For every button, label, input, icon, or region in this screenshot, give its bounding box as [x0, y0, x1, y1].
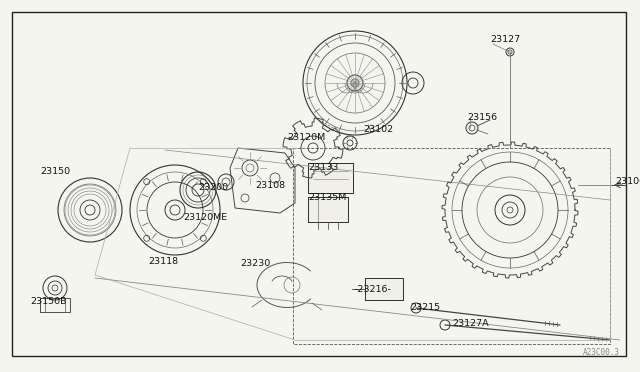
Text: 23200: 23200: [198, 183, 228, 192]
Bar: [308, 163, 353, 193]
Text: 23150B: 23150B: [30, 298, 67, 307]
Text: 23230: 23230: [240, 259, 270, 267]
Text: -23216-: -23216-: [355, 285, 392, 295]
Text: 23156: 23156: [467, 113, 497, 122]
Text: 23215: 23215: [410, 302, 440, 311]
Bar: [308, 197, 348, 222]
Text: 23127A: 23127A: [452, 320, 488, 328]
Bar: [293, 148, 610, 344]
Bar: [365, 278, 403, 300]
Text: 23100: 23100: [615, 177, 640, 186]
Text: 23120ME: 23120ME: [183, 214, 227, 222]
Text: 23133: 23133: [308, 164, 339, 173]
Text: 23108: 23108: [255, 180, 285, 189]
Text: 23120M: 23120M: [287, 132, 325, 141]
Bar: [308, 197, 348, 222]
Bar: [365, 278, 403, 300]
Bar: [308, 163, 353, 193]
Bar: [40, 298, 70, 312]
Text: 23118: 23118: [148, 257, 178, 266]
Text: 23135M: 23135M: [308, 193, 346, 202]
Text: A23C00.3: A23C00.3: [583, 348, 620, 357]
Text: 23102: 23102: [363, 125, 393, 135]
Text: 23127: 23127: [490, 35, 520, 45]
Text: 23150: 23150: [40, 167, 70, 176]
